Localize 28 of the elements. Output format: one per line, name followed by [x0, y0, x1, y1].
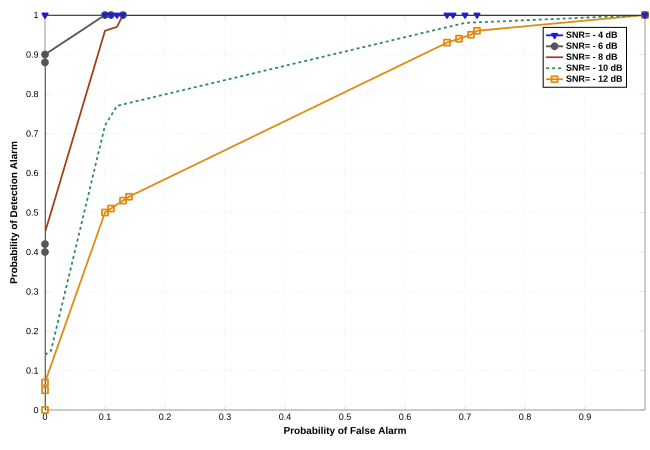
x-tick-label: 0.5 [339, 414, 351, 420]
y-tick-label: 0.3 [26, 288, 38, 295]
y-tick-label: 0.4 [26, 248, 38, 256]
y-axis-title: Probability of Detection Alarm [10, 142, 20, 284]
x-tick-label: 0 [42, 414, 48, 420]
legend-label: SNR= - 8 dB [566, 53, 618, 60]
x-tick-label: 0.1 [99, 414, 111, 420]
legend-label: SNR= - 4 dB [566, 31, 618, 38]
y-tick-label: 0 [34, 406, 38, 414]
legend-label: SNR= - 12 dB [566, 75, 622, 82]
x-tick-label: 0.9 [579, 414, 591, 420]
y-tick-label: 1 [34, 12, 38, 18]
y-tick-label: 0.8 [26, 90, 38, 98]
x-tick-label: 0.8 [519, 414, 531, 420]
x-tick-label: 0.4 [279, 414, 291, 420]
legend-label: SNR= - 10 dB [566, 64, 622, 71]
x-axis-title: Probability of False Alarm [284, 426, 406, 436]
x-tick-label: 0.6 [399, 414, 411, 420]
x-tick-label: 0.3 [219, 414, 231, 420]
y-tick-label: 0.1 [26, 367, 38, 374]
y-tick-label: 0.7 [26, 130, 38, 137]
y-tick-label: 0.5 [26, 209, 38, 216]
x-tick-label: 0.7 [459, 414, 471, 420]
x-tick-label: 0.2 [159, 414, 171, 420]
legend-label: SNR= - 6 dB [566, 42, 618, 49]
y-tick-label: 0.9 [26, 51, 38, 58]
y-tick-label: 0.6 [26, 170, 38, 176]
y-tick-label: 0.2 [26, 328, 38, 334]
